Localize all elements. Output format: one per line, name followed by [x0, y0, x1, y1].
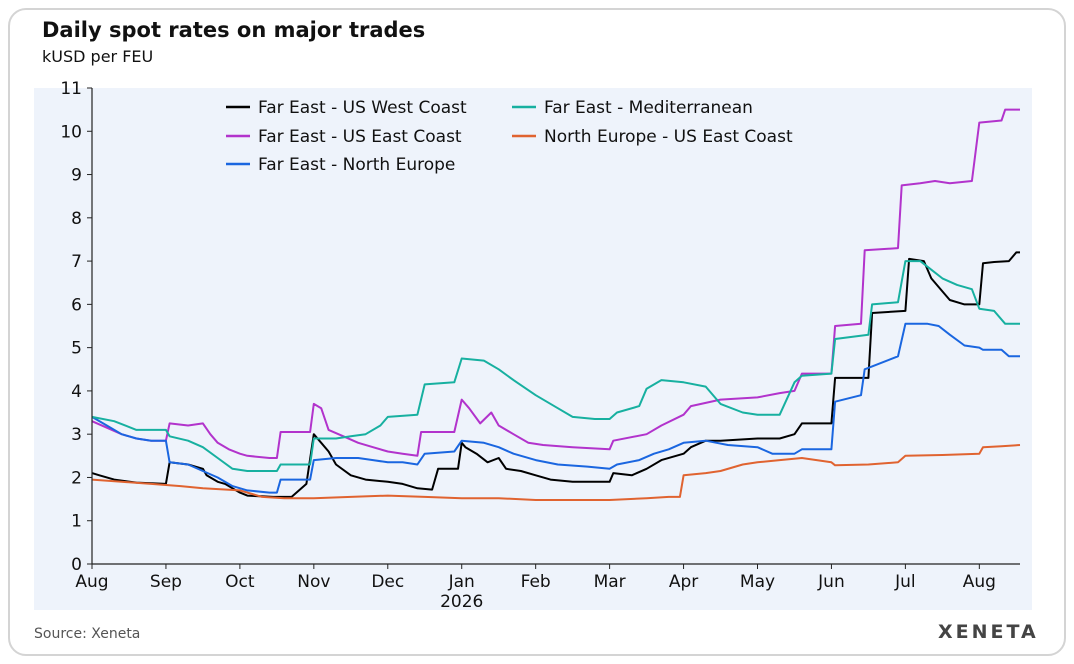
y-tick-label: 8	[71, 209, 82, 229]
x-tick-label: Aug	[75, 572, 108, 592]
x-tick-label: May	[740, 572, 775, 592]
series-line-2	[91, 322, 1020, 494]
x-tick-label: Aug	[963, 572, 996, 592]
y-tick-label: 0	[71, 555, 82, 575]
x-tick-label: Jul	[894, 572, 916, 592]
x-tick-label: Jan	[448, 572, 475, 592]
y-tick-label: 4	[71, 382, 82, 402]
year-label: 2026	[440, 592, 483, 612]
x-tick-label: Mar	[594, 572, 626, 592]
legend-label: Far East - North Europe	[258, 155, 455, 175]
legend-label: Far East - Mediterranean	[544, 98, 753, 118]
y-tick-label: 11	[60, 79, 82, 99]
y-tick-label: 3	[71, 425, 82, 445]
y-tick-label: 5	[71, 339, 82, 359]
legend-label: North Europe - US East Coast	[544, 127, 793, 147]
x-tick-label: Oct	[225, 572, 255, 592]
x-tick-label: Nov	[297, 572, 330, 592]
y-axis-ticks: 0 1 2 3 4 5 6 7 8 9 10 11	[60, 79, 92, 575]
x-axis-ticks: Aug Sep Oct Nov Dec Jan Feb Mar Apr May Jun Jul Aug 2…	[75, 564, 996, 612]
y-tick-label: 7	[71, 252, 82, 272]
plot-area	[34, 88, 1032, 610]
legend-label: Far East - US East Coast	[258, 127, 462, 147]
chart-title: Daily spot rates on major trades	[42, 18, 426, 42]
y-tick-label: 10	[60, 122, 82, 142]
x-tick-label: Jun	[817, 572, 845, 592]
y-tick-label: 1	[71, 512, 82, 532]
series-line-1	[91, 108, 1020, 459]
chart-subtitle: kUSD per FEU	[42, 47, 154, 66]
y-tick-label: 9	[71, 166, 82, 186]
x-tick-label: Sep	[150, 572, 182, 592]
series-line-3	[91, 260, 1020, 472]
series-line-4	[91, 444, 1021, 501]
y-tick-label: 2	[71, 468, 82, 488]
series-lines	[91, 108, 1021, 501]
xeneta-logo: XENETA	[938, 621, 1039, 643]
source-note: Source: Xeneta	[34, 626, 141, 642]
legend: Far East - US West Coast Far East - US Ea…	[226, 98, 793, 175]
x-tick-label: Dec	[371, 572, 404, 592]
y-tick-label: 6	[71, 295, 82, 315]
x-tick-label: Feb	[521, 572, 551, 592]
legend-label: Far East - US West Coast	[258, 98, 467, 118]
x-tick-label: Apr	[669, 572, 698, 592]
